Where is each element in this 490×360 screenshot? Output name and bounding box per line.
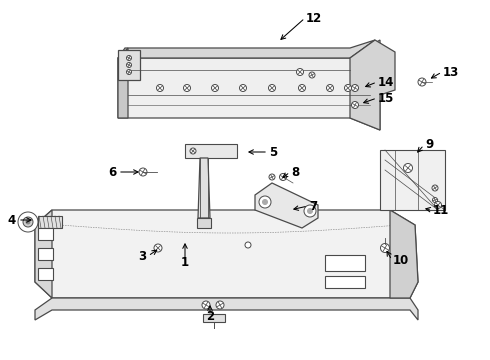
Circle shape: [183, 85, 191, 91]
Polygon shape: [35, 210, 52, 298]
Circle shape: [190, 148, 196, 154]
Text: 8: 8: [291, 166, 299, 179]
Circle shape: [432, 185, 438, 191]
Polygon shape: [390, 210, 418, 298]
Text: 2: 2: [206, 310, 214, 323]
Polygon shape: [350, 40, 395, 130]
Polygon shape: [118, 40, 380, 130]
Text: 10: 10: [393, 253, 409, 266]
Bar: [38, 228, 53, 240]
Text: 6: 6: [108, 166, 116, 179]
Text: 11: 11: [433, 203, 449, 216]
Bar: [38, 268, 53, 280]
Circle shape: [23, 217, 33, 227]
Circle shape: [304, 205, 316, 217]
Circle shape: [279, 174, 287, 180]
Circle shape: [309, 72, 315, 78]
Circle shape: [298, 85, 305, 91]
Circle shape: [351, 102, 359, 108]
Circle shape: [126, 63, 131, 68]
Circle shape: [18, 212, 38, 232]
Polygon shape: [118, 50, 140, 80]
Circle shape: [263, 199, 268, 204]
Circle shape: [154, 244, 162, 252]
Text: 7: 7: [309, 199, 317, 212]
Bar: [325, 276, 365, 288]
Bar: [185, 144, 237, 158]
Text: 12: 12: [306, 12, 322, 24]
Bar: [380, 150, 445, 210]
Text: 9: 9: [425, 139, 433, 152]
Circle shape: [216, 301, 224, 309]
Text: 4: 4: [8, 213, 16, 226]
Polygon shape: [255, 183, 318, 228]
Circle shape: [403, 163, 413, 172]
Circle shape: [344, 85, 351, 91]
Circle shape: [308, 208, 313, 213]
Circle shape: [240, 85, 246, 91]
Text: 3: 3: [138, 249, 146, 262]
Bar: [38, 248, 53, 260]
Circle shape: [351, 85, 359, 91]
Circle shape: [126, 69, 131, 75]
Text: 15: 15: [378, 91, 394, 104]
Circle shape: [26, 220, 30, 224]
Circle shape: [269, 85, 275, 91]
Circle shape: [245, 242, 251, 248]
Circle shape: [418, 78, 426, 86]
Polygon shape: [118, 40, 375, 58]
Circle shape: [156, 85, 164, 91]
Bar: [325, 255, 365, 271]
Circle shape: [296, 68, 303, 76]
Circle shape: [433, 198, 438, 202]
Circle shape: [381, 243, 390, 252]
Circle shape: [269, 174, 275, 180]
Text: 5: 5: [269, 145, 277, 158]
Circle shape: [259, 196, 271, 208]
Polygon shape: [35, 298, 418, 320]
Circle shape: [126, 55, 131, 60]
Bar: [197, 218, 211, 228]
Polygon shape: [118, 48, 128, 118]
Bar: [38, 216, 62, 228]
Text: 14: 14: [378, 76, 394, 89]
Circle shape: [139, 168, 147, 176]
Text: 13: 13: [443, 66, 459, 78]
Polygon shape: [198, 158, 210, 218]
Bar: [203, 314, 225, 322]
Circle shape: [202, 301, 210, 309]
Text: 1: 1: [181, 256, 189, 269]
Polygon shape: [35, 210, 418, 298]
Circle shape: [435, 202, 441, 208]
Circle shape: [212, 85, 219, 91]
Circle shape: [326, 85, 334, 91]
